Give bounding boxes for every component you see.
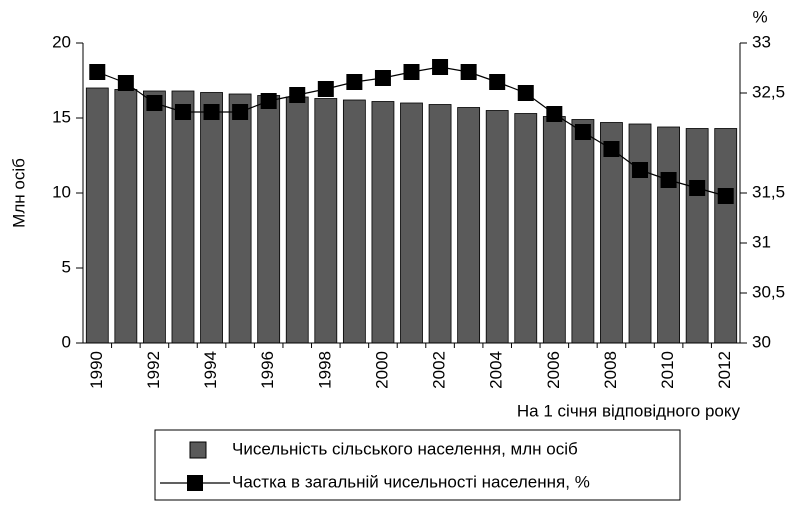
line-marker	[374, 70, 391, 86]
bar	[685, 128, 709, 344]
y2-tick-label: 31	[752, 232, 771, 251]
y-tick-label: 0	[62, 332, 71, 351]
bar	[714, 128, 738, 344]
bar	[200, 92, 223, 344]
bar	[400, 102, 423, 344]
x-tick-label: 2002	[430, 351, 449, 389]
line-marker	[603, 141, 620, 157]
bar	[342, 99, 366, 344]
bar	[485, 110, 509, 344]
y2-tick-label: 30,5	[752, 282, 785, 301]
line-marker	[89, 64, 106, 80]
y-tick-label: 20	[52, 32, 71, 51]
y-tick-label: 10	[52, 182, 71, 201]
line-marker	[717, 188, 734, 204]
line-marker	[489, 74, 506, 90]
y-axis-title: Млн осіб	[9, 158, 28, 228]
line-marker	[632, 162, 649, 178]
line-marker	[146, 95, 163, 111]
bar	[657, 126, 680, 344]
x-tick-label: 2004	[487, 351, 506, 389]
bar	[314, 98, 338, 344]
bar	[628, 123, 652, 344]
bar	[171, 90, 195, 344]
legend-label: Частка в загальній чисельності населення…	[232, 472, 590, 491]
legend-label: Чисельність сільського населення, млн ос…	[232, 439, 578, 458]
y-tick-label: 5	[62, 257, 71, 276]
x-tick-label: 1992	[144, 351, 163, 389]
x-tick-label: 2010	[658, 351, 677, 389]
x-tick-label: 2012	[715, 351, 734, 389]
x-tick-label: 1998	[315, 351, 334, 389]
legend-box	[154, 429, 681, 501]
line-marker	[203, 104, 220, 120]
y2-tick-label: 33	[752, 32, 771, 51]
legend-swatch	[189, 441, 207, 459]
legend-marker	[187, 475, 203, 491]
line-marker	[317, 81, 334, 97]
line-marker	[660, 172, 677, 188]
line-marker	[517, 85, 534, 101]
bar	[285, 96, 309, 344]
bar	[371, 101, 395, 344]
line-marker	[232, 104, 249, 120]
y2-tick-label: 30	[752, 332, 771, 351]
x-tick-label: 2006	[544, 351, 563, 389]
bar	[571, 119, 595, 344]
line-marker	[260, 93, 277, 109]
x-tick-label: 1994	[201, 351, 220, 389]
line-marker	[574, 124, 591, 140]
y-tick-label: 15	[52, 107, 71, 126]
bar	[428, 104, 452, 344]
line-marker	[289, 87, 306, 103]
x-tick-label: 2008	[601, 351, 620, 389]
bar	[114, 89, 138, 344]
bar	[542, 116, 566, 344]
line-marker	[460, 64, 477, 80]
bar	[85, 87, 109, 344]
bar	[228, 93, 252, 344]
line-marker	[346, 74, 363, 90]
line-marker	[403, 64, 420, 80]
line-marker	[117, 75, 134, 91]
x-axis-title: На 1 січня відповідного року	[517, 401, 741, 420]
bar	[457, 107, 481, 344]
x-tick-label: 2000	[372, 351, 391, 389]
y2-tick-label: 32,5	[752, 82, 785, 101]
line-marker	[546, 106, 563, 122]
x-tick-label: 1996	[258, 351, 277, 389]
line-marker	[432, 59, 449, 75]
y2-tick-label: 31,5	[752, 182, 785, 201]
bar	[514, 113, 538, 344]
bar	[257, 95, 281, 344]
y2-axis-title: %	[752, 7, 767, 26]
line-marker	[689, 180, 706, 196]
line-marker	[174, 104, 191, 120]
bar	[143, 90, 166, 344]
x-tick-label: 1990	[87, 351, 106, 389]
